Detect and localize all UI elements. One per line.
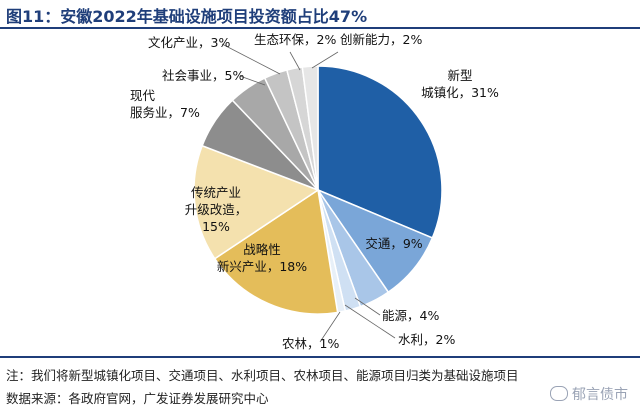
slice-label-11: 创新能力，2% — [340, 32, 422, 47]
leader-line-2 — [354, 297, 381, 316]
slice-label-line: 交通，9% — [365, 236, 422, 251]
pie-slice-11 — [301, 65, 319, 191]
footnote: 注：我们将新型城镇化项目、交通项目、水利项目、农林项目、能源项目归类为基础设施项… — [6, 368, 519, 383]
leader-line-11 — [311, 51, 339, 69]
slice-label-4: 农林，1% — [282, 336, 339, 351]
slice-label-3: 水利，2% — [398, 332, 455, 347]
slice-label-line: 城镇化，31% — [421, 85, 499, 100]
pie-chart: 新型城镇化，31% 交通，9% 能源，4% 水利，2% 农林，1% 战略性新兴产业，18%… — [130, 32, 499, 351]
slice-label-1: 交通，9% — [365, 236, 422, 251]
chart-title: 图11：安徽2022年基础设施项目投资额占比47% — [6, 7, 368, 26]
title-divider — [0, 27, 640, 29]
slice-label-5: 战略性新兴产业，18% — [217, 242, 307, 274]
slice-label-8: 社会事业，5% — [162, 68, 244, 83]
slice-label-line: 水利，2% — [398, 332, 455, 347]
pie-slice-6 — [193, 144, 320, 260]
slice-label-2: 能源，4% — [382, 308, 439, 323]
slice-label-line: 战略性 — [243, 242, 281, 257]
slice-label-line: 生态环保，2% — [254, 32, 336, 47]
data-source: 数据来源：各政府官网，广发证券发展研究中心 — [6, 391, 269, 406]
footer-divider — [0, 356, 640, 358]
pie-slice-0 — [317, 65, 443, 239]
slice-label-line: 传统产业 — [191, 185, 241, 200]
slice-label-line: 升级改造， — [185, 202, 248, 217]
slice-label-10: 生态环保，2% — [254, 32, 336, 47]
leader-line-3 — [344, 304, 396, 339]
slice-label-0: 新型城镇化，31% — [421, 68, 499, 100]
watermark-text: 郁言债市 — [572, 387, 628, 403]
wechat-icon — [550, 386, 568, 401]
leader-line-9 — [221, 43, 281, 75]
slice-label-9: 文化产业，3% — [148, 35, 230, 50]
slice-label-line: 现代 — [130, 88, 156, 103]
leader-line-10 — [289, 51, 301, 71]
leader-line-8 — [239, 75, 266, 86]
slice-label-line: 农林，1% — [282, 336, 339, 351]
slice-label-line: 新型 — [447, 68, 472, 83]
pie-slice-5 — [213, 188, 339, 315]
slice-label-line: 15% — [202, 219, 230, 234]
slice-label-line: 社会事业，5% — [162, 68, 244, 83]
leader-line-4 — [319, 311, 341, 343]
slice-label-line: 创新能力，2% — [340, 32, 422, 47]
slice-label-line: 文化产业，3% — [148, 35, 230, 50]
slice-label-line: 新兴产业，18% — [217, 259, 307, 274]
slice-label-line: 服务业，7% — [130, 105, 200, 120]
slice-label-line: 能源，4% — [382, 308, 439, 323]
slice-label-6: 传统产业升级改造， 15% — [185, 185, 248, 234]
slice-label-7: 现代服务业，7% — [130, 88, 200, 120]
watermark: 郁言债市 — [550, 384, 628, 404]
